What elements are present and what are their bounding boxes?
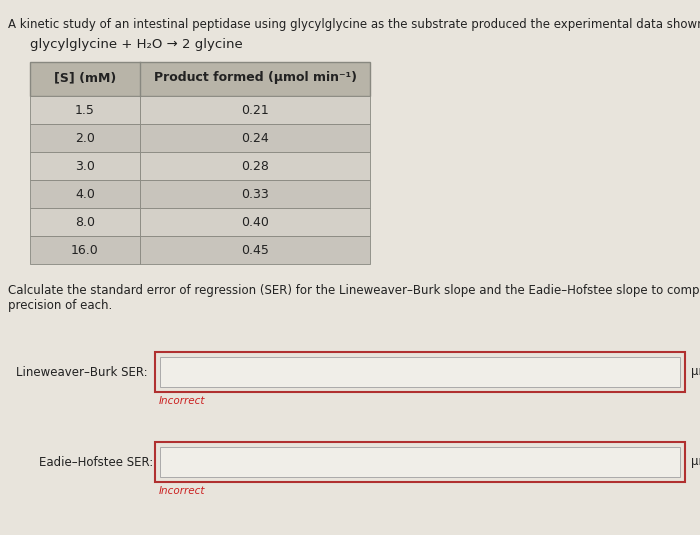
Bar [140, 124, 370, 152]
Bar [140, 236, 370, 264]
Bar [30, 152, 140, 180]
Bar [140, 96, 370, 124]
Text: 3.0: 3.0 [75, 159, 95, 172]
Text: 4.0: 4.0 [75, 187, 95, 201]
Bar [30, 236, 140, 264]
Text: Incorrect: Incorrect [159, 396, 206, 406]
Text: Calculate the standard error of regression (SER) for the Lineweaver–Burk slope a: Calculate the standard error of regressi… [8, 284, 700, 312]
Text: [S] (mM): [S] (mM) [54, 72, 116, 85]
Text: 1.5: 1.5 [75, 103, 95, 117]
Text: 0.33: 0.33 [241, 187, 269, 201]
Bar [140, 208, 370, 236]
Text: Product formed (μmol min⁻¹): Product formed (μmol min⁻¹) [153, 72, 356, 85]
Bar [160, 357, 680, 387]
Text: 16.0: 16.0 [71, 243, 99, 256]
Bar [155, 352, 685, 392]
Bar [30, 124, 140, 152]
Bar [30, 180, 140, 208]
Text: 0.45: 0.45 [241, 243, 269, 256]
Text: 0.21: 0.21 [241, 103, 269, 117]
Text: Lineweaver–Burk SER:: Lineweaver–Burk SER: [16, 365, 148, 378]
Bar [30, 62, 370, 96]
Text: 8.0: 8.0 [75, 216, 95, 228]
Text: 0.5: 0.5 [166, 365, 186, 378]
Text: Incorrect: Incorrect [159, 486, 206, 496]
Text: 0.28: 0.28 [241, 159, 269, 172]
Text: 2.0: 2.0 [75, 132, 95, 144]
Text: μmol min⁻¹: μmol min⁻¹ [691, 455, 700, 469]
Text: glycylglycine + H₂O → 2 glycine: glycylglycine + H₂O → 2 glycine [30, 38, 243, 51]
Bar [140, 152, 370, 180]
Bar [155, 442, 685, 482]
Bar [140, 180, 370, 208]
Bar [30, 208, 140, 236]
Text: Eadie–Hofstee SER:: Eadie–Hofstee SER: [38, 455, 153, 469]
Text: μmol min⁻¹: μmol min⁻¹ [691, 365, 700, 378]
Text: 0.40: 0.40 [241, 216, 269, 228]
Bar [160, 447, 680, 477]
Text: 0.24: 0.24 [241, 132, 269, 144]
Text: 2.24: 2.24 [166, 455, 194, 469]
Text: A kinetic study of an intestinal peptidase using glycylglycine as the substrate : A kinetic study of an intestinal peptida… [8, 18, 700, 31]
Bar [30, 96, 140, 124]
